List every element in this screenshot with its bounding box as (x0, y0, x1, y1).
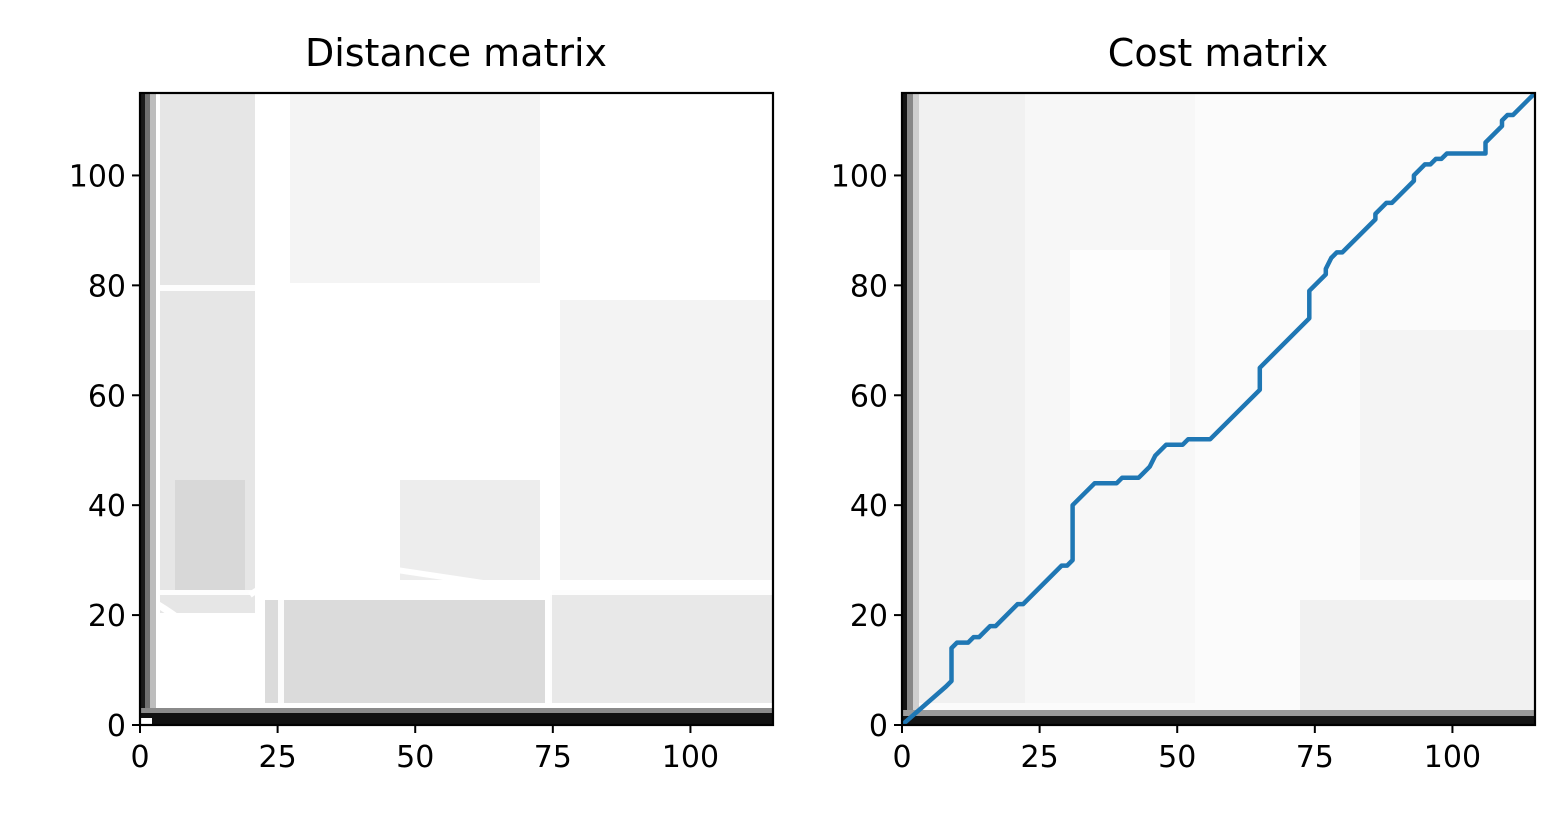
x-tick-label: 75 (1296, 740, 1334, 775)
distance-matrix-y-ticks: 0 20 40 60 80 100 (69, 159, 140, 744)
x-tick-label: 0 (130, 740, 149, 775)
cost-matrix-title: Cost matrix (1108, 31, 1328, 75)
warping-path-line (902, 93, 1535, 725)
y-tick-label: 0 (107, 709, 126, 744)
cost-matrix-y-ticks: 0 20 40 60 80 100 (831, 159, 902, 744)
y-tick-label: 40 (88, 489, 126, 524)
x-tick-label: 100 (1424, 740, 1481, 775)
y-tick-label: 60 (88, 379, 126, 414)
distance-matrix-panel: Distance matrix (69, 31, 775, 775)
x-tick-label: 0 (892, 740, 911, 775)
cost-matrix-frame (900, 91, 1537, 727)
cost-matrix-panel: Cost matrix 0 25 50 75 100 0 20 40 60 80 100 (831, 31, 1537, 775)
y-tick-label: 80 (850, 269, 888, 304)
y-tick-label: 100 (69, 159, 126, 194)
cost-matrix-heatmap (902, 93, 1535, 725)
distance-matrix-frame (138, 91, 775, 727)
x-tick-label: 75 (534, 740, 572, 775)
x-tick-label: 100 (662, 740, 719, 775)
y-tick-label: 20 (88, 599, 126, 634)
distance-matrix-title: Distance matrix (305, 31, 607, 75)
y-tick-label: 100 (831, 159, 888, 194)
y-tick-label: 60 (850, 379, 888, 414)
x-tick-label: 50 (1158, 740, 1196, 775)
cost-matrix-x-ticks: 0 25 50 75 100 (892, 725, 1481, 775)
x-tick-label: 25 (259, 740, 297, 775)
y-tick-label: 0 (869, 709, 888, 744)
x-tick-label: 25 (1021, 740, 1059, 775)
distance-matrix-heatmap (140, 93, 773, 725)
y-tick-label: 80 (88, 269, 126, 304)
x-tick-label: 50 (396, 740, 434, 775)
y-tick-label: 20 (850, 599, 888, 634)
y-tick-label: 40 (850, 489, 888, 524)
distance-matrix-x-ticks: 0 25 50 75 100 (130, 725, 719, 775)
